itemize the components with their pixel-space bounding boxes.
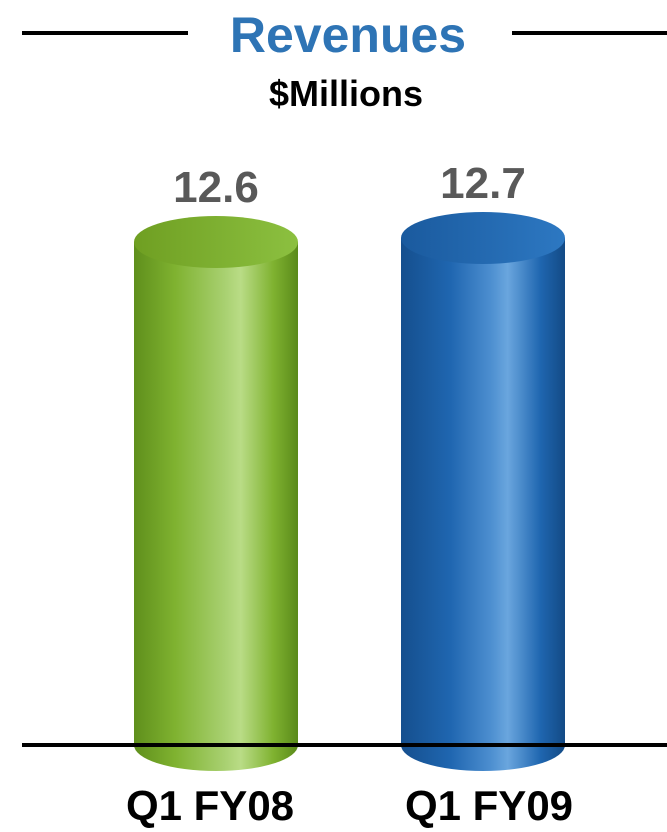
x-tick-label: Q1 FY08	[126, 782, 294, 829]
data-label: 12.6	[173, 163, 259, 212]
bar-1	[134, 215, 298, 771]
x-axis-tick-labels: Q1 FY08 Q1 FY09	[126, 782, 573, 829]
bar-top	[134, 215, 298, 268]
bar-2	[401, 212, 565, 771]
bar-top	[401, 212, 565, 264]
data-label: 12.7	[440, 159, 526, 208]
x-tick-label: Q1 FY09	[405, 782, 573, 829]
chart-title: Revenues	[230, 7, 466, 63]
bar-body	[134, 241, 298, 771]
bar-series: 12.6 12.7	[134, 159, 565, 771]
bar-body	[401, 238, 565, 771]
chart-subtitle: $Millions	[269, 73, 423, 114]
